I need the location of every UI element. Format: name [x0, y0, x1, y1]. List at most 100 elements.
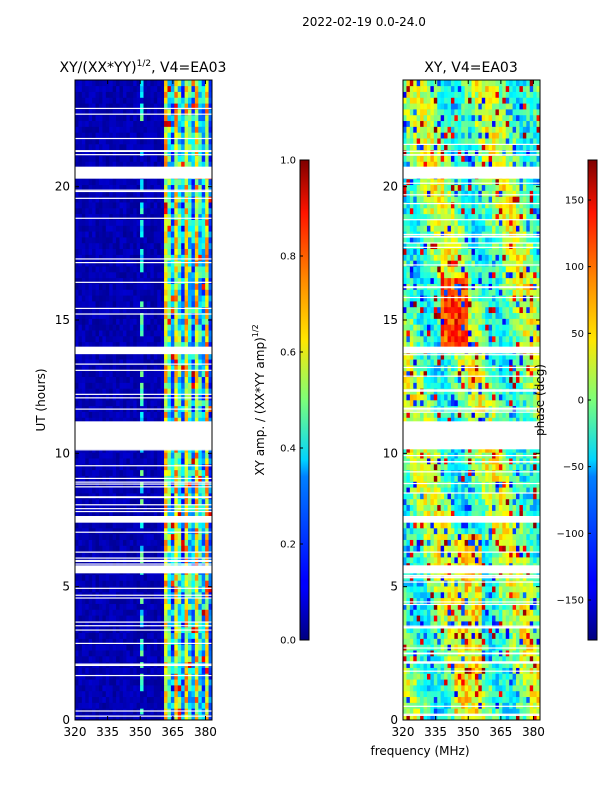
heatmap-cell	[160, 603, 165, 610]
heatmap-cell	[184, 231, 189, 238]
heatmap-cell	[468, 661, 472, 668]
heatmap-cell	[181, 498, 185, 506]
heatmap-cell	[208, 539, 212, 546]
heatmap-cell	[122, 464, 127, 471]
heatmap-cell	[194, 149, 199, 156]
heatmap-cell	[512, 696, 517, 703]
heatmap-cell	[201, 114, 206, 122]
heatmap-cell	[102, 190, 107, 197]
heatmap-cell	[160, 365, 165, 372]
phase-heatmap	[403, 80, 540, 720]
heatmap-cell	[81, 469, 86, 476]
heatmap-cell	[198, 522, 203, 529]
heatmap-cell	[133, 411, 137, 418]
heatmap-cell	[146, 138, 151, 145]
heatmap-cell	[177, 656, 182, 663]
heatmap-cell	[181, 144, 185, 151]
heatmap-cell	[112, 388, 117, 395]
heatmap-cell	[194, 312, 199, 319]
heatmap-cell	[177, 388, 182, 395]
heatmap-cell	[75, 341, 79, 348]
heatmap-cell	[208, 120, 212, 127]
heatmap-cell	[208, 656, 212, 663]
heatmap-cell	[109, 411, 113, 418]
heatmap-cell	[516, 696, 520, 703]
heatmap-cell	[409, 696, 414, 703]
heatmap-cell	[140, 306, 144, 314]
heatmap-cell	[164, 144, 168, 151]
heatmap-cell	[191, 650, 196, 657]
heatmap-cell	[136, 260, 141, 267]
heatmap-cell	[194, 254, 199, 261]
heatmap-cell	[468, 656, 472, 663]
heatmap-cell	[143, 190, 148, 197]
heatmap-cell	[112, 586, 117, 593]
heatmap-cell	[478, 673, 483, 680]
heatmap-cell	[146, 301, 151, 308]
heatmap-cell	[122, 621, 127, 628]
heatmap-cell	[102, 97, 107, 104]
heatmap-cell	[205, 341, 209, 348]
heatmap-cell	[492, 656, 496, 663]
heatmap-cell	[205, 132, 209, 139]
heatmap-cell	[198, 533, 203, 540]
heatmap-cell	[440, 696, 445, 703]
heatmap-cell	[464, 708, 469, 715]
heatmap-cell	[208, 690, 212, 698]
heatmap-cell	[157, 242, 161, 250]
heatmap-cell	[174, 586, 179, 593]
heatmap-cell	[170, 702, 175, 709]
heatmap-cell	[153, 266, 158, 273]
heatmap-cell	[102, 330, 107, 337]
heatmap-cell	[509, 714, 513, 720]
heatmap-cell	[81, 260, 86, 267]
heatmap-cell	[188, 464, 192, 471]
heatmap-cell	[485, 714, 489, 720]
heatmap-cell	[194, 504, 199, 511]
heatmap-cell	[194, 411, 199, 418]
heatmap-cell	[133, 277, 137, 284]
heatmap-cell	[85, 615, 89, 622]
heatmap-cell	[81, 417, 86, 424]
heatmap-cell	[126, 225, 131, 232]
heatmap-cell	[170, 161, 175, 168]
heatmap-cell	[492, 714, 496, 720]
heatmap-cell	[126, 277, 131, 284]
heatmap-cell	[133, 656, 137, 663]
heatmap-cell	[191, 184, 196, 191]
heatmap-cell	[205, 213, 209, 220]
heatmap-cell	[102, 690, 107, 698]
heatmap-cell	[102, 213, 107, 220]
heatmap-cell	[105, 272, 110, 279]
heatmap-cell	[126, 539, 131, 546]
heatmap-cell	[116, 103, 120, 110]
heatmap-cell	[116, 225, 120, 232]
heatmap-cell	[191, 388, 196, 395]
heatmap-cell	[164, 528, 168, 535]
heatmap-cell	[167, 178, 172, 186]
y-tick-label: 5	[62, 580, 70, 594]
heatmap-cell	[205, 178, 209, 186]
heatmap-cell	[95, 85, 100, 92]
heatmap-cell	[198, 219, 203, 226]
heatmap-cell	[164, 464, 168, 471]
heatmap-cell	[157, 196, 161, 203]
heatmap-cell	[92, 109, 96, 116]
heatmap-cell	[88, 539, 93, 546]
heatmap-cell	[109, 586, 113, 593]
heatmap-cell	[167, 242, 172, 250]
heatmap-cell	[201, 324, 206, 331]
heatmap-cell	[122, 138, 127, 145]
heatmap-cell	[112, 324, 117, 331]
heatmap-cell	[188, 382, 192, 389]
heatmap-cell	[188, 376, 192, 383]
heatmap-cell	[88, 679, 93, 686]
heatmap-cell	[153, 359, 158, 366]
heatmap-cell	[75, 382, 79, 389]
heatmap-cell	[126, 615, 131, 622]
heatmap-cell	[447, 702, 452, 709]
heatmap-cell	[181, 644, 185, 651]
heatmap-cell	[181, 365, 185, 372]
heatmap-cell	[92, 597, 96, 604]
heatmap-cell	[170, 656, 175, 663]
